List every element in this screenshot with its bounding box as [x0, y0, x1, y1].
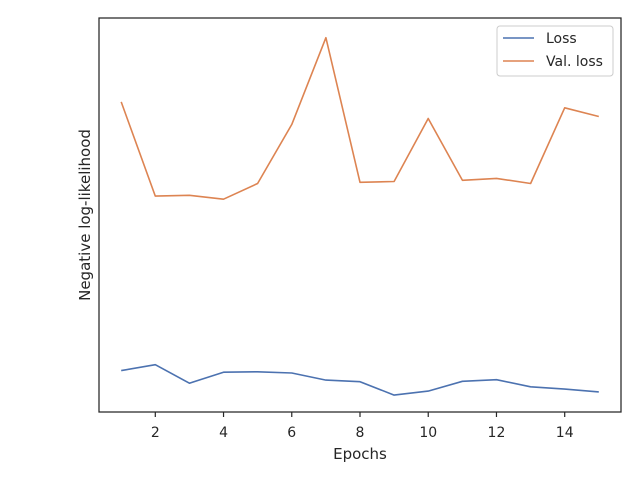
- series-line-val-loss: [120, 36, 599, 200]
- x-axis-label: Epochs: [333, 445, 387, 463]
- series-line-loss: [121, 363, 599, 396]
- legend: Loss Val. loss: [496, 25, 614, 77]
- x-tick-label: 12: [488, 425, 506, 441]
- x-tick-label: 4: [219, 425, 228, 441]
- x-tick-label: 6: [287, 425, 296, 441]
- series-layer: [120, 36, 599, 396]
- y-axis-label: Negative log-likelihood: [76, 129, 94, 301]
- plot-frame: [98, 17, 622, 413]
- x-tick-label: 2: [151, 425, 160, 441]
- x-tick-label: 10: [419, 425, 437, 441]
- legend-label-val-loss: Val. loss: [546, 54, 603, 70]
- plot-background: [99, 18, 621, 412]
- legend-label-loss: Loss: [546, 31, 577, 47]
- x-tick-label: 8: [356, 425, 365, 441]
- x-ticks: 2 4 6 8 10 12 14: [151, 412, 574, 441]
- x-tick-label: 14: [556, 425, 574, 441]
